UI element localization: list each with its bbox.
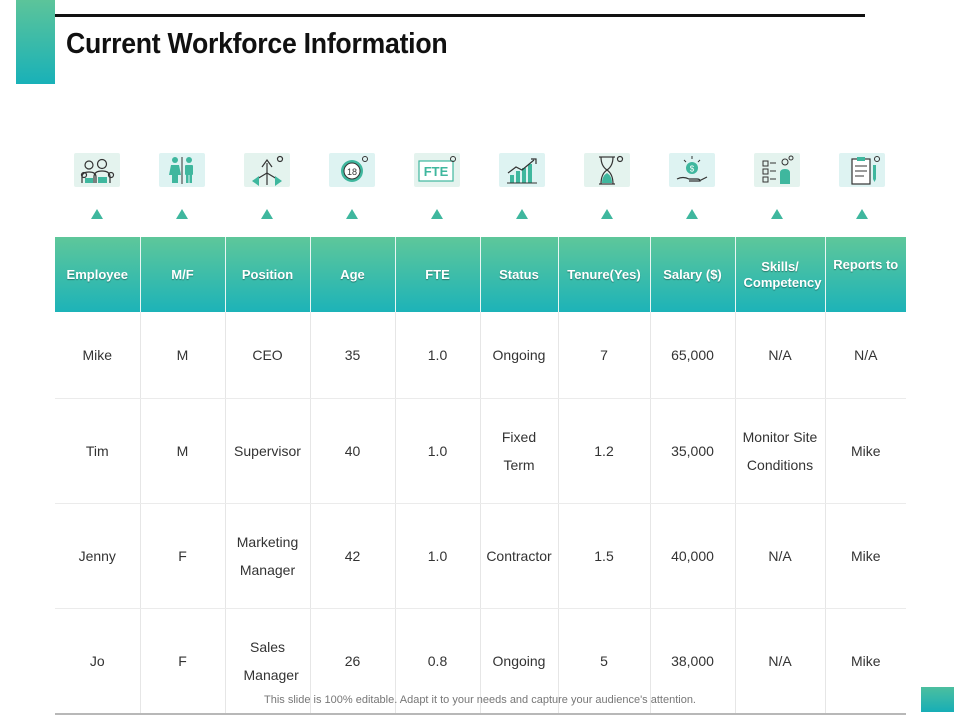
cell-salary: 35,000 (650, 398, 736, 504)
triangle-marker (346, 209, 358, 219)
col-header-age: Age (310, 237, 396, 312)
cell-reports-to: Mike (825, 503, 906, 609)
triangle-marker (771, 209, 783, 219)
page-title: Current Workforce Information (66, 28, 448, 60)
icon-cell-skills (735, 150, 819, 230)
col-header-position: Position (225, 237, 311, 312)
cell-mf: M (140, 398, 226, 504)
cell-skills: N/A (735, 503, 826, 609)
gender-icon (159, 153, 205, 187)
icon-cell-tenure (565, 150, 649, 230)
cell-skills: N/A (735, 608, 826, 715)
cell-salary: 65,000 (650, 312, 736, 399)
icon-cell-mf (140, 150, 224, 230)
cell-reports-to: N/A (825, 312, 906, 399)
cell-mf: F (140, 503, 226, 609)
cell-position: Supervisor (225, 398, 311, 504)
hourglass-icon (584, 153, 630, 187)
cell-mf: F (140, 608, 226, 715)
col-header-status: Status (480, 237, 559, 312)
salary-hand-coin-icon: $ (669, 153, 715, 187)
cell-tenure: 5 (558, 608, 651, 715)
cell-status: Contractor (480, 503, 559, 609)
icon-cell-status (480, 150, 564, 230)
triangle-marker (516, 209, 528, 219)
icon-cell-employee (55, 150, 139, 230)
table-header-row: Employee M/F Position Age FTE Status Ten… (55, 237, 906, 312)
triangle-marker (91, 209, 103, 219)
cell-employee: Jo (55, 608, 141, 715)
cell-age: 42 (310, 503, 396, 609)
position-arrows-icon (244, 153, 290, 187)
cell-fte: 1.0 (395, 398, 481, 504)
col-header-skills: Skills/ Competency (735, 237, 826, 312)
employees-icon (74, 153, 120, 187)
table-row: Mike M CEO 35 1.0 Ongoing 7 65,000 N/A N… (55, 312, 906, 399)
icon-row: 18 FTE $ (55, 150, 905, 230)
cell-status: Fixed Term (480, 398, 559, 504)
skills-checklist-icon (754, 153, 800, 187)
col-header-reports-to: Reports to (825, 237, 906, 312)
cell-position: CEO (225, 312, 311, 399)
cell-status: Ongoing (480, 312, 559, 399)
cell-age: 40 (310, 398, 396, 504)
cell-reports-to: Mike (825, 608, 906, 715)
status-chart-icon (499, 153, 545, 187)
cell-tenure: 7 (558, 312, 651, 399)
icon-cell-reports (820, 150, 904, 230)
cell-employee: Mike (55, 312, 141, 399)
cell-salary: 38,000 (650, 608, 736, 715)
cell-employee: Tim (55, 398, 141, 504)
table-row: Jenny F Marketing Manager 42 1.0 Contrac… (55, 503, 906, 609)
clipboard-icon (839, 153, 885, 187)
cell-tenure: 1.2 (558, 398, 651, 504)
cell-tenure: 1.5 (558, 503, 651, 609)
triangle-marker (856, 209, 868, 219)
fte-icon: FTE (414, 153, 460, 187)
footer-note: This slide is 100% editable. Adapt it to… (264, 694, 696, 706)
cell-age: 35 (310, 312, 396, 399)
cell-fte: 0.8 (395, 608, 481, 715)
cell-skills: N/A (735, 312, 826, 399)
age-18-icon: 18 (329, 153, 375, 187)
cell-position: Marketing Manager (225, 503, 311, 609)
cell-status: Ongoing (480, 608, 559, 715)
table-row: Jo F Sales Manager 26 0.8 Ongoing 5 38,0… (55, 608, 906, 715)
icon-cell-fte: FTE (395, 150, 479, 230)
icon-cell-position (225, 150, 309, 230)
svg-text:18: 18 (347, 167, 357, 177)
triangle-marker (431, 209, 443, 219)
icon-cell-age: 18 (310, 150, 394, 230)
accent-box-bottom-right (921, 687, 954, 712)
triangle-marker (601, 209, 613, 219)
cell-position: Sales Manager (225, 608, 311, 715)
triangle-marker (176, 209, 188, 219)
cell-fte: 1.0 (395, 312, 481, 399)
icon-cell-salary: $ (650, 150, 734, 230)
workforce-table: Employee M/F Position Age FTE Status Ten… (55, 237, 906, 715)
col-header-employee: Employee (55, 237, 141, 312)
col-header-tenure: Tenure(Yes) (558, 237, 651, 312)
table-row: Tim M Supervisor 40 1.0 Fixed Term 1.2 3… (55, 398, 906, 504)
svg-text:$: $ (690, 165, 695, 174)
cell-fte: 1.0 (395, 503, 481, 609)
col-header-mf: M/F (140, 237, 226, 312)
cell-age: 26 (310, 608, 396, 715)
cell-reports-to: Mike (825, 398, 906, 504)
cell-employee: Jenny (55, 503, 141, 609)
accent-bar-top-left (16, 0, 55, 84)
triangle-marker (261, 209, 273, 219)
fte-icon-text: FTE (424, 164, 449, 179)
top-rule (55, 14, 865, 17)
col-header-fte: FTE (395, 237, 481, 312)
triangle-marker (686, 209, 698, 219)
cell-mf: M (140, 312, 226, 399)
cell-salary: 40,000 (650, 503, 736, 609)
cell-skills: Monitor Site Conditions (735, 398, 826, 504)
col-header-salary: Salary ($) (650, 237, 736, 312)
